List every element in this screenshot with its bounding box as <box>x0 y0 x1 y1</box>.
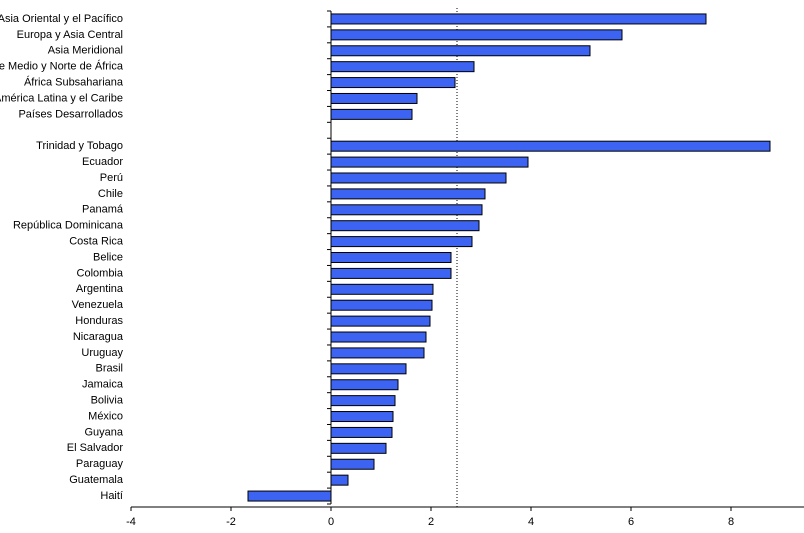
bar <box>330 442 387 454</box>
y-tick-label: Países Desarrollados <box>18 108 123 120</box>
y-tick-label: África Subsahariana <box>24 75 124 88</box>
bar <box>330 363 407 375</box>
bar <box>330 92 418 104</box>
bar <box>330 156 529 168</box>
y-tick-label: Costa Rica <box>69 236 124 248</box>
x-tick-label: 8 <box>728 516 734 528</box>
y-tick-label: Bolivia <box>91 395 124 407</box>
y-tick-label: Guatemala <box>69 474 124 486</box>
x-tick-label: -4 <box>126 516 136 528</box>
bar <box>330 395 396 407</box>
y-tick-label: Chile <box>98 188 123 200</box>
bar <box>330 426 393 438</box>
bar <box>330 331 427 343</box>
bar <box>330 379 399 391</box>
y-tick-label: América Latina y el Caribe <box>0 92 123 104</box>
bar <box>330 77 456 89</box>
bar <box>330 45 591 57</box>
y-tick-label: Nicaragua <box>73 331 124 343</box>
x-tick-label: -2 <box>226 516 236 528</box>
y-tick-label: Brasil <box>95 363 123 375</box>
y-tick-label: Venezuela <box>72 299 124 311</box>
bar <box>330 458 375 470</box>
bar <box>330 188 486 200</box>
bar <box>330 172 507 184</box>
y-tick-label: Honduras <box>75 315 123 327</box>
bar <box>330 108 413 120</box>
y-tick-label: Perú <box>100 172 123 184</box>
y-tick-label: Haití <box>100 490 123 502</box>
x-tick-label: 4 <box>528 516 534 528</box>
y-tick-label: República Dominicana <box>13 220 124 232</box>
y-tick-label: Colombia <box>77 267 124 279</box>
y-tick-label: Uruguay <box>81 347 123 359</box>
y-tick-label: Oriente Medio y Norte de África <box>0 60 124 73</box>
y-tick-label: Asia Oriental y el Pacífico <box>0 13 123 25</box>
x-tick-label: 0 <box>328 516 334 528</box>
bar <box>330 411 394 423</box>
x-tick-label: 2 <box>428 516 434 528</box>
y-tick-label: Panamá <box>82 204 124 216</box>
y-tick-label: México <box>88 410 123 422</box>
bar <box>330 347 425 359</box>
x-tick-label: 6 <box>628 516 634 528</box>
y-tick-label: Argentina <box>76 283 124 295</box>
y-tick-label: Guyana <box>84 426 123 438</box>
bar <box>330 315 431 327</box>
bar <box>330 13 707 25</box>
bar <box>330 29 623 41</box>
bar <box>330 267 452 279</box>
bar <box>330 204 483 216</box>
bar <box>330 474 349 486</box>
bar <box>247 490 332 502</box>
y-tick-label: Trinidad y Tobago <box>36 140 123 152</box>
y-tick-label: Paraguay <box>76 458 124 470</box>
y-tick-label: El Salvador <box>67 442 124 454</box>
bar <box>330 220 480 232</box>
y-tick-label: Belice <box>93 251 123 263</box>
bar <box>330 283 434 295</box>
bar <box>330 61 475 73</box>
y-tick-label: Jamaica <box>82 379 124 391</box>
y-tick-label: Asia Meridional <box>48 45 123 57</box>
y-tick-label: Europa y Asia Central <box>17 29 123 41</box>
bar <box>330 236 473 248</box>
bar <box>330 252 452 263</box>
bar <box>330 299 433 311</box>
y-tick-label: Ecuador <box>82 156 123 168</box>
bar <box>330 140 771 152</box>
